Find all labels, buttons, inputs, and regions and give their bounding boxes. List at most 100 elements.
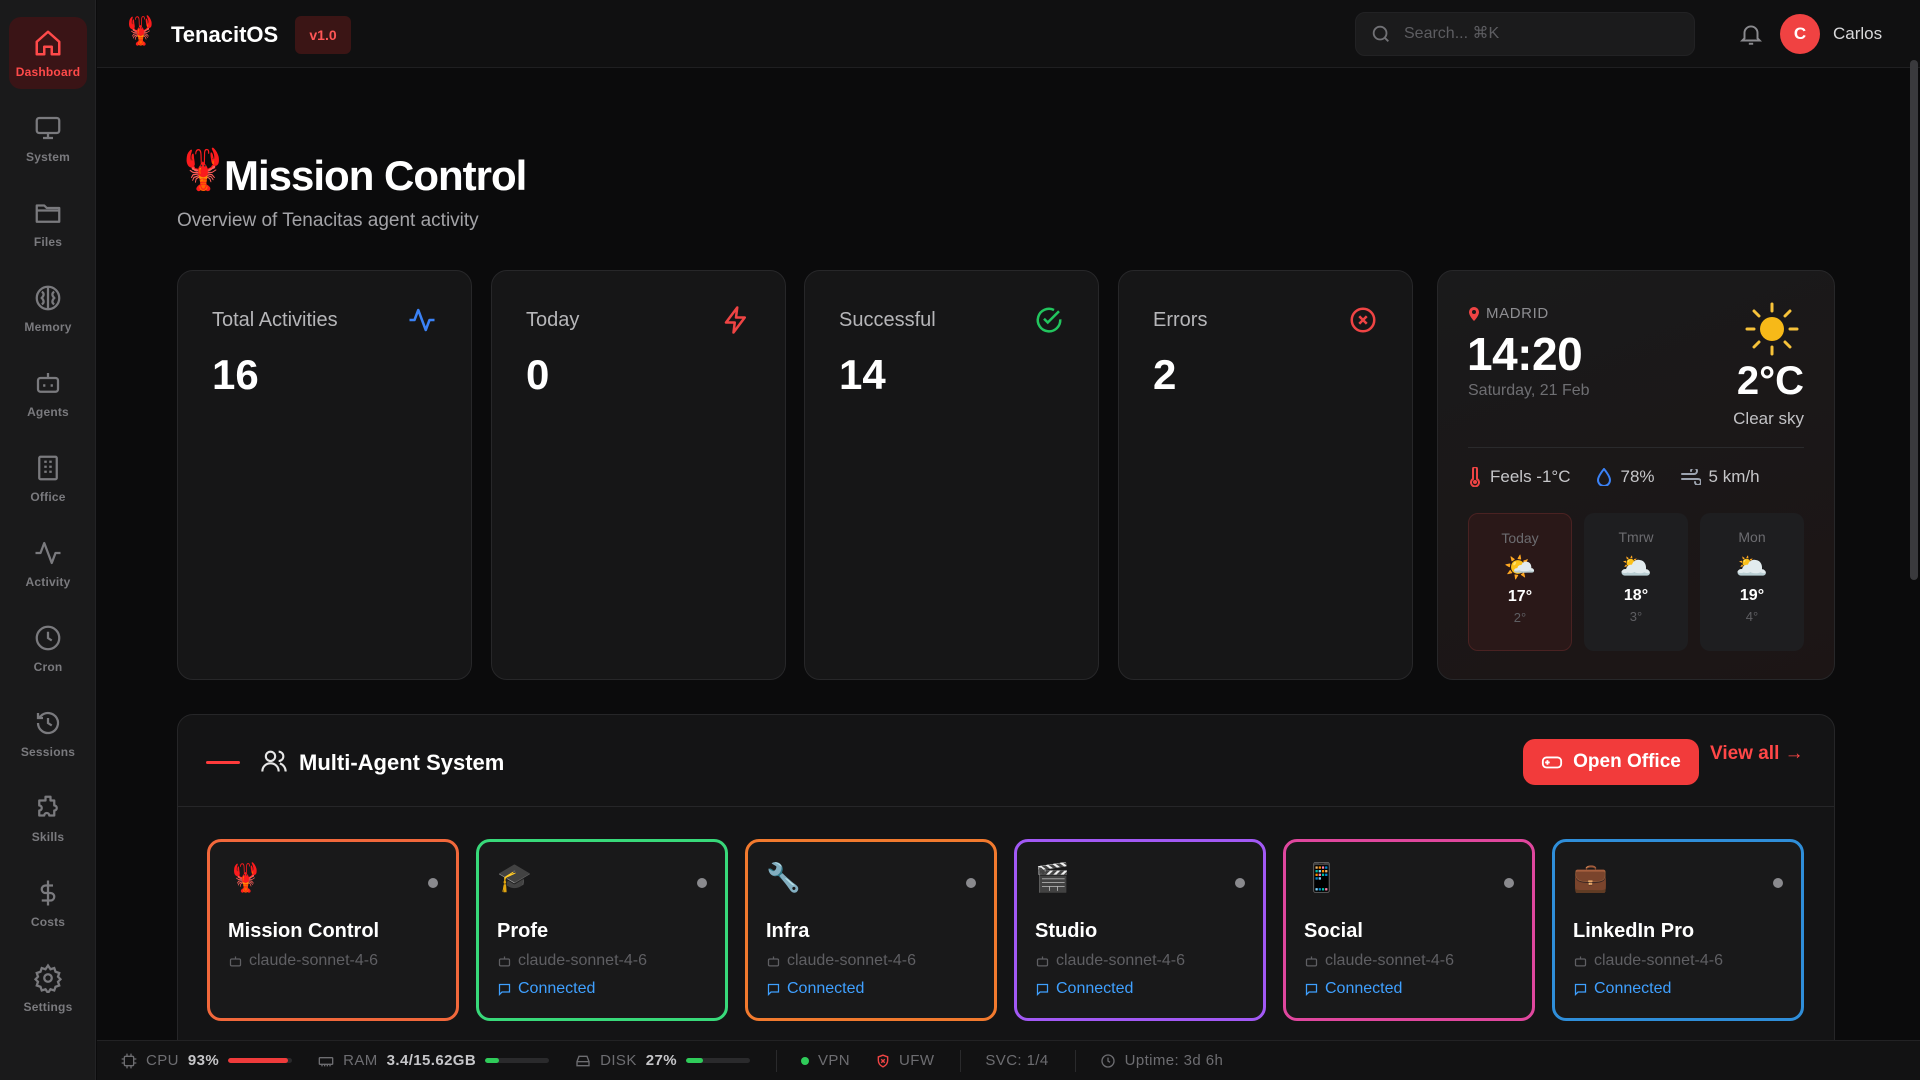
ram-value: 3.4/15.62GB	[386, 1052, 477, 1069]
forecast-tomorrow: Tmrw 🌥️ 18° 3°	[1584, 513, 1688, 651]
agent-status-text: Connected	[1594, 980, 1672, 997]
username[interactable]: Carlos	[1833, 24, 1883, 43]
avatar[interactable]: C	[1780, 14, 1820, 54]
robot-icon	[1036, 956, 1049, 966]
page-title: Mission Control	[224, 152, 527, 199]
status-bar: CPU 93% RAM 3.4/15.62GB DISK 27% VPN UFW…	[97, 1040, 1920, 1080]
sidebar-item-skills[interactable]: Skills	[9, 782, 87, 854]
sidebar-item-files[interactable]: Files	[9, 187, 87, 259]
status-dot	[1235, 878, 1245, 888]
app-name: TenacitOS	[171, 22, 279, 47]
agent-model-text: claude-sonnet-4-6	[518, 952, 647, 969]
agent-model: claude-sonnet-4-6	[1573, 952, 1723, 970]
agent-model-text: claude-sonnet-4-6	[1056, 952, 1185, 969]
sidebar-item-dashboard[interactable]: Dashboard	[9, 17, 87, 89]
sidebar-item-cron[interactable]: Cron	[9, 612, 87, 684]
humidity: 78%	[1596, 467, 1655, 487]
agent-name: Infra	[766, 920, 810, 942]
sidebar-item-label: Office	[30, 489, 66, 504]
partly-sunny-icon: 🌤️	[1503, 552, 1537, 582]
search-input[interactable]	[1404, 25, 1664, 43]
weather-details: Feels -1°C 78% 5 km/h	[1468, 467, 1760, 487]
open-office-button[interactable]: Open Office	[1523, 739, 1699, 785]
search-box[interactable]	[1355, 12, 1695, 56]
multi-agent-panel: Multi-Agent System Open Office View all …	[177, 714, 1835, 1080]
sidebar-item-label: Cron	[33, 659, 63, 674]
robot-icon	[1305, 956, 1318, 966]
weather-temp: 2°C	[1736, 359, 1804, 403]
stat-card-errors: Errors 2	[1118, 270, 1413, 680]
chat-icon	[1305, 983, 1318, 996]
sidebar-item-agents[interactable]: Agents	[9, 357, 87, 429]
uptime-status: Uptime: 3d 6h	[1100, 1052, 1224, 1069]
history-icon	[36, 711, 60, 734]
wrench-icon: 🔧	[766, 862, 801, 893]
users-icon	[261, 750, 287, 772]
agent-status: Connected	[497, 980, 595, 998]
humidity-text: 78%	[1620, 467, 1655, 486]
agent-model-text: claude-sonnet-4-6	[1325, 952, 1454, 969]
svc-label: SVC: 1/4	[985, 1052, 1049, 1069]
agent-name: Social	[1304, 920, 1363, 942]
agent-model: claude-sonnet-4-6	[1304, 952, 1454, 970]
clapperboard-icon: 🎬	[1035, 862, 1070, 893]
uptime-label: Uptime: 3d 6h	[1124, 1052, 1224, 1069]
agent-status-text: Connected	[787, 980, 865, 997]
sidebar-item-label: Skills	[31, 829, 65, 844]
agent-card-studio[interactable]: 🎬 Studio claude-sonnet-4-6 Connected	[1014, 839, 1266, 1021]
sidebar-item-memory[interactable]: Memory	[9, 272, 87, 344]
phone-icon: 📱	[1304, 862, 1339, 893]
disk-value: 27%	[645, 1052, 677, 1069]
forecast-day: Today	[1501, 530, 1539, 546]
stat-card-total: Total Activities 16	[177, 270, 472, 680]
gear-icon	[33, 962, 63, 993]
agent-status-text: Connected	[1056, 980, 1134, 997]
sidebar-item-system[interactable]: System	[9, 102, 87, 174]
agent-model-text: claude-sonnet-4-6	[787, 952, 916, 969]
cpu-value: 93%	[187, 1052, 220, 1069]
sidebar: Dashboard System Files Memory Agents Off…	[0, 0, 96, 1080]
topbar: 🦞 TenacitOS v1.0 C Carlos	[97, 0, 1920, 68]
agent-model: claude-sonnet-4-6	[497, 952, 647, 970]
weather-location: MADRID	[1468, 305, 1549, 322]
agent-name: Mission Control	[228, 920, 380, 942]
brain-icon	[35, 285, 61, 310]
status-dot	[428, 878, 438, 888]
weather-description: Clear sky	[1733, 409, 1804, 428]
agent-card-profe[interactable]: 🎓 Profe claude-sonnet-4-6 Connected	[476, 839, 728, 1021]
forecast-monday: Mon 🌥️ 19° 4°	[1700, 513, 1804, 651]
panel-header: Multi-Agent System Open Office View all …	[178, 715, 1834, 807]
briefcase-icon: 💼	[1573, 862, 1608, 893]
sidebar-item-label: Files	[33, 234, 63, 249]
agent-status: Connected	[1035, 980, 1133, 998]
sidebar-item-activity[interactable]: Activity	[9, 527, 87, 599]
scrollbar[interactable]	[1910, 60, 1918, 580]
agent-status: Connected	[1573, 980, 1671, 998]
agent-status-text: Connected	[1325, 980, 1403, 997]
stat-card-today: Today 0	[491, 270, 786, 680]
svc-status: SVC: 1/4	[985, 1052, 1048, 1069]
vpn-dot	[800, 1056, 809, 1065]
agent-card-mission-control[interactable]: 🦞 Mission Control claude-sonnet-4-6	[207, 839, 459, 1021]
dollar-icon	[40, 880, 56, 905]
robot-icon	[767, 956, 780, 966]
agent-card-infra[interactable]: 🔧 Infra claude-sonnet-4-6 Connected	[745, 839, 997, 1021]
sidebar-item-office[interactable]: Office	[9, 442, 87, 514]
bell-icon[interactable]	[1738, 20, 1764, 48]
sidebar-item-sessions[interactable]: Sessions	[9, 697, 87, 769]
forecast-low: 3°	[1629, 609, 1643, 624]
sidebar-item-settings[interactable]: Settings	[9, 952, 87, 1024]
view-all-link[interactable]: View all →	[1710, 743, 1804, 764]
monitor-icon	[35, 116, 61, 139]
agent-card-social[interactable]: 📱 Social claude-sonnet-4-6 Connected	[1283, 839, 1535, 1021]
agent-name: Profe	[497, 920, 549, 942]
chat-icon	[767, 983, 780, 996]
forecast-day: Tmrw	[1618, 529, 1654, 545]
puzzle-icon	[38, 795, 58, 817]
robot-icon	[498, 956, 511, 966]
activity-icon	[35, 541, 61, 564]
agent-card-linkedin-pro[interactable]: 💼 LinkedIn Pro claude-sonnet-4-6 Connect…	[1552, 839, 1804, 1021]
agent-model-text: claude-sonnet-4-6	[249, 952, 378, 969]
feels-like: Feels -1°C	[1468, 467, 1570, 487]
sidebar-item-costs[interactable]: Costs	[9, 867, 87, 939]
